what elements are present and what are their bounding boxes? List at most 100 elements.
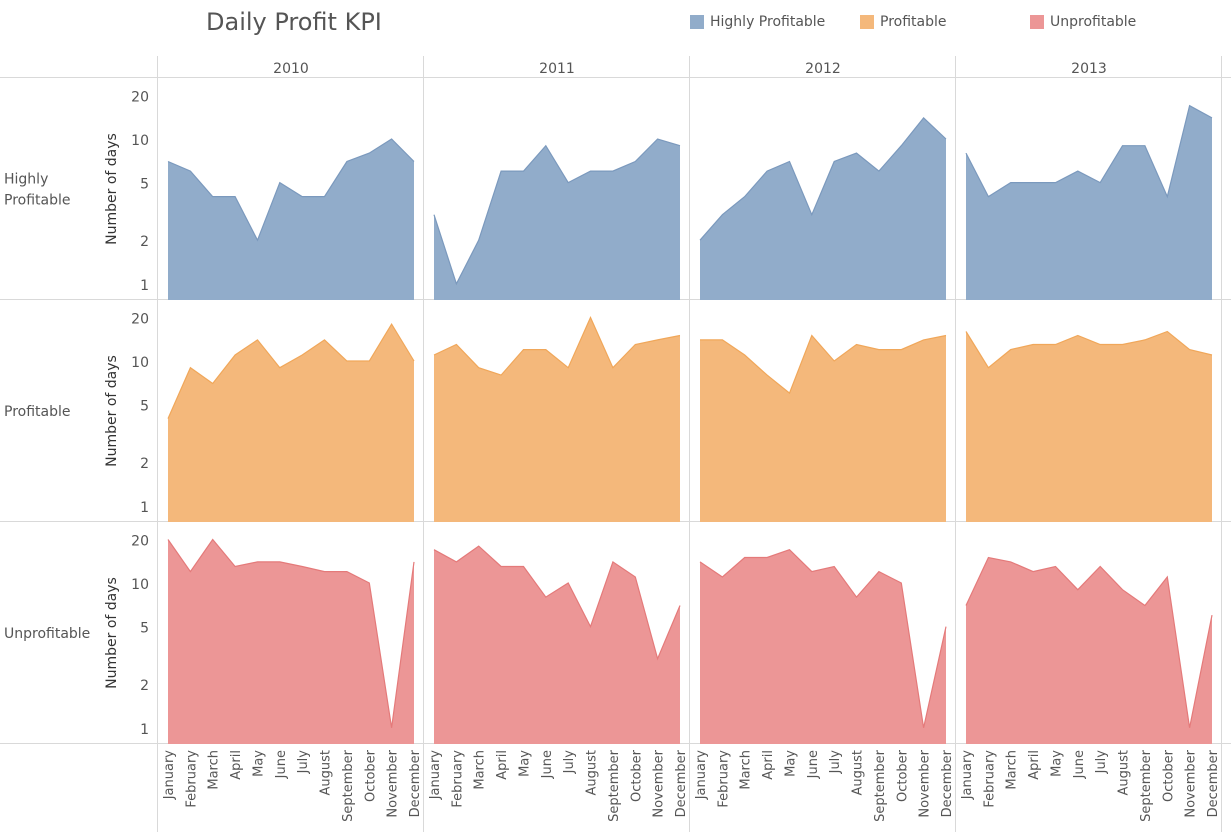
x-tick-label: July: [562, 750, 577, 775]
row-label: Profitable: [4, 404, 71, 420]
x-tick-label: November: [918, 749, 933, 817]
chart-title: Daily Profit KPI: [206, 8, 382, 36]
year-header: 2011: [539, 61, 575, 77]
row-label: Highly: [4, 172, 48, 188]
series-line: [433, 316, 681, 376]
year-header: 2013: [1071, 61, 1107, 77]
area-unprofitable-2011: [434, 546, 680, 744]
x-tick-label: January: [162, 750, 177, 801]
area-profitable-2012: [700, 335, 946, 522]
year-header: 2012: [805, 61, 841, 77]
year-header: 2010: [273, 61, 309, 77]
legend-item-profitable[interactable]: Profitable: [860, 14, 947, 30]
y-tick-label: 10: [131, 355, 149, 371]
area-profitable-2010: [168, 324, 414, 522]
series-line: [699, 117, 947, 241]
row-label: Profitable: [4, 193, 71, 209]
x-tick-label: January: [960, 750, 975, 801]
area-highly-profitable-2012: [700, 117, 946, 301]
x-tick-label: October: [363, 749, 378, 802]
y-axis-title: Number of days: [104, 577, 120, 689]
x-tick-label: June: [274, 750, 289, 779]
x-tick-label: September: [341, 749, 356, 822]
x-tick-label: June: [1072, 750, 1087, 779]
legend-item-unprofitable[interactable]: Unprofitable: [1030, 14, 1136, 30]
area-profitable-2013: [966, 331, 1212, 522]
y-tick-label: 20: [131, 311, 149, 327]
legend-swatch-profitable: [860, 15, 874, 29]
y-tick-label: 2: [140, 678, 149, 694]
x-tick-label: May: [784, 750, 799, 777]
legend-item-highly-profitable[interactable]: Highly Profitable: [690, 14, 825, 30]
x-tick-label: May: [252, 750, 267, 777]
x-tick-label: August: [319, 750, 334, 796]
area-profitable-2011: [434, 317, 680, 522]
y-tick-label: 10: [131, 577, 149, 593]
x-tick-label: September: [607, 749, 622, 822]
x-tick-label: March: [207, 750, 222, 790]
x-tick-label: March: [1005, 750, 1020, 790]
x-tick-label: July: [1094, 750, 1109, 775]
legend-label: Profitable: [880, 14, 947, 30]
y-tick-label: 1: [140, 278, 149, 294]
x-tick-label: December: [674, 749, 689, 817]
legend: Highly Profitable Profitable Unprofitabl…: [0, 14, 1231, 36]
legend-swatch-highly-profitable: [690, 15, 704, 29]
x-tick-label: July: [828, 750, 843, 775]
x-tick-label: August: [851, 750, 866, 796]
x-tick-label: August: [1117, 750, 1132, 796]
x-tick-label: June: [806, 750, 821, 779]
series-line: [965, 556, 1213, 728]
y-axis-title: Number of days: [104, 355, 120, 467]
x-tick-label: November: [386, 749, 401, 817]
series-line: [167, 322, 415, 419]
area-unprofitable-2012: [700, 549, 946, 744]
x-tick-label: January: [694, 750, 709, 801]
x-tick-label: February: [982, 750, 997, 808]
x-tick-label: November: [1184, 749, 1199, 817]
x-tick-label: February: [450, 750, 465, 808]
x-tick-label: October: [629, 749, 644, 802]
y-tick-label: 5: [140, 399, 149, 415]
series-line: [167, 538, 415, 728]
x-tick-label: January: [428, 750, 443, 801]
x-tick-label: April: [495, 750, 510, 780]
x-tick-label: April: [761, 750, 776, 780]
y-axis-title: Number of days: [104, 133, 120, 245]
y-tick-label: 5: [140, 177, 149, 193]
legend-label: Unprofitable: [1050, 14, 1137, 30]
area-highly-profitable-2010: [168, 139, 414, 300]
y-tick-label: 1: [140, 500, 149, 516]
x-tick-label: September: [1139, 749, 1154, 822]
row-label: Unprofitable: [4, 626, 90, 642]
x-tick-label: May: [1050, 750, 1065, 777]
x-tick-label: April: [229, 750, 244, 780]
x-tick-label: April: [1027, 750, 1042, 780]
x-tick-label: March: [473, 750, 488, 790]
area-unprofitable-2010: [168, 539, 414, 744]
x-tick-label: March: [739, 750, 754, 790]
x-tick-label: November: [652, 749, 667, 817]
area-highly-profitable-2013: [966, 105, 1212, 300]
x-tick-label: September: [873, 749, 888, 822]
x-tick-label: July: [296, 750, 311, 775]
x-tick-label: October: [895, 749, 910, 802]
area-highly-profitable-2011: [434, 139, 680, 300]
x-tick-label: May: [518, 750, 533, 777]
y-tick-label: 10: [131, 133, 149, 149]
x-tick-label: December: [408, 749, 423, 817]
series-line: [433, 138, 681, 286]
x-tick-label: February: [184, 750, 199, 808]
series-line: [433, 545, 681, 661]
x-tick-label: August: [585, 750, 600, 796]
series-line: [965, 104, 1213, 199]
y-tick-label: 2: [140, 234, 149, 250]
y-tick-label: 20: [131, 89, 149, 105]
series-line: [700, 334, 947, 395]
x-tick-label: December: [1206, 749, 1221, 817]
x-tick-label: February: [716, 750, 731, 808]
legend-label: Highly Profitable: [710, 14, 826, 30]
x-tick-label: June: [540, 750, 555, 779]
y-tick-label: 2: [140, 456, 149, 472]
